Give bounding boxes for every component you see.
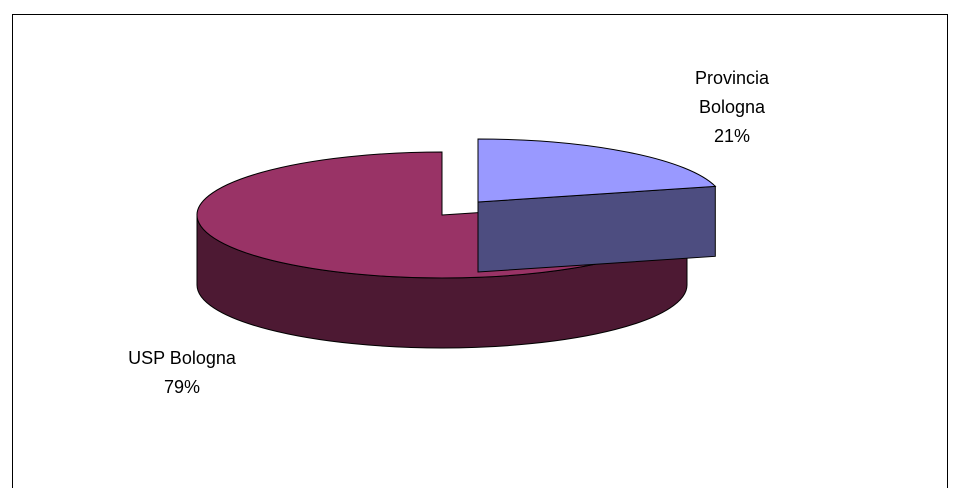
slice-percent-label: 79% [164, 377, 200, 397]
pie-slice-provincia-bologna [477, 138, 717, 273]
slices-layer [196, 138, 717, 349]
slice-name-label: Provincia [695, 68, 770, 88]
slice-label-usp-bologna: USP Bologna 79% [128, 348, 237, 397]
pie-slice-top [477, 138, 717, 203]
slice-name-label: Bologna [699, 97, 766, 117]
slice-label-provincia-bologna: Provincia Bologna 21% [695, 68, 770, 146]
labels-layer: Provincia Bologna 21% USP Bologna 79% [128, 68, 770, 397]
slice-percent-label: 21% [714, 126, 750, 146]
slice-name-label: USP Bologna [128, 348, 237, 368]
